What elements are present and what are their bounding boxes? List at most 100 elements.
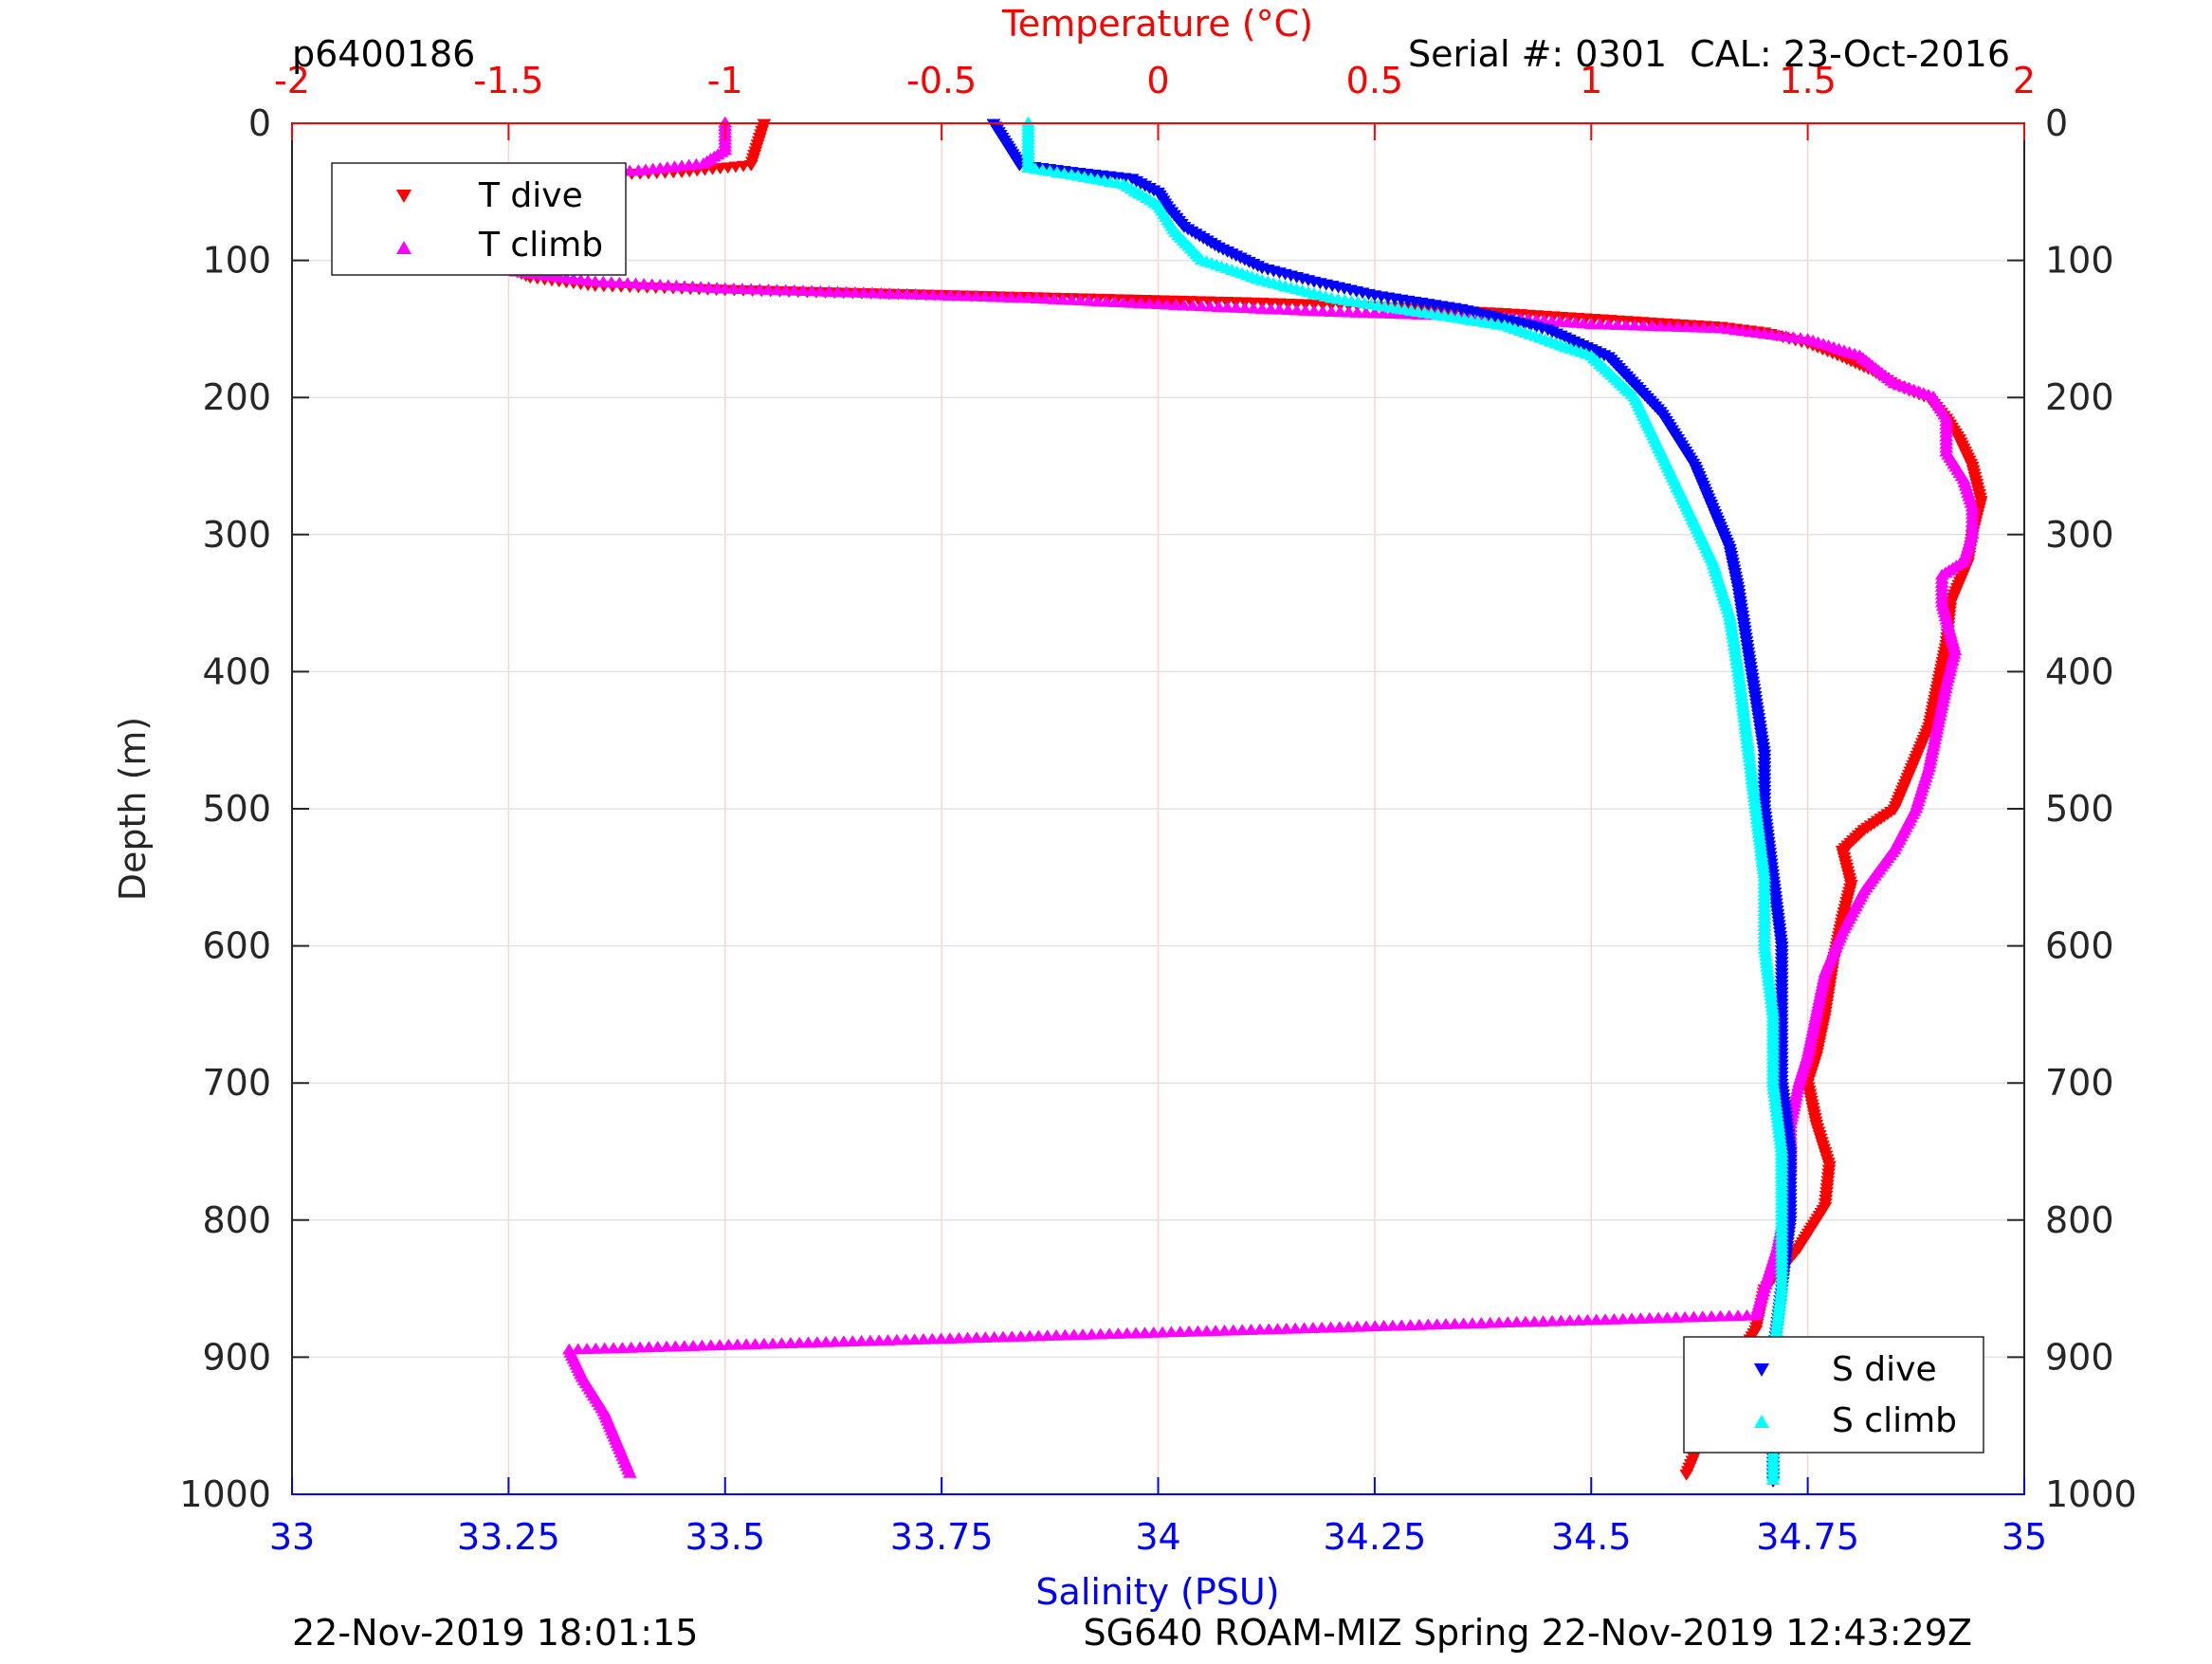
t-climb-point (1412, 1318, 1427, 1330)
t-climb-point (1545, 1314, 1560, 1326)
t-climb-point (810, 1336, 825, 1348)
t-climb-point (1563, 1314, 1578, 1326)
t-climb-point (1163, 1326, 1179, 1338)
t-climb-point (1686, 1310, 1701, 1323)
t-climb-point (1589, 1313, 1604, 1326)
t-climb-point (1350, 1320, 1364, 1332)
s-climb-point (1021, 116, 1035, 128)
t-climb-point (1093, 1327, 1108, 1340)
t-climb-point (1500, 1316, 1515, 1328)
t-climb-point (1553, 1314, 1568, 1326)
t-climb-point (739, 1338, 754, 1350)
t-climb-point (1067, 1328, 1082, 1341)
t-climb-point (1022, 1329, 1037, 1342)
salinity-tick-label: 34.5 (1551, 1516, 1632, 1558)
t-climb-point (1624, 1312, 1639, 1325)
t-climb-point (951, 1331, 966, 1344)
t-climb-point (1420, 1318, 1435, 1330)
t-climb-point (969, 1331, 984, 1344)
depth-tick-label-right: 800 (2045, 1199, 2114, 1241)
salinity-tick-label: 34 (1135, 1516, 1180, 1558)
temperature-tick-label: -1 (707, 60, 743, 101)
t-climb-point (924, 1332, 940, 1344)
t-climb-point (1014, 1329, 1029, 1342)
t-climb-point (1616, 1312, 1631, 1325)
t-climb-point (1430, 1318, 1445, 1330)
t-climb-point (1704, 1309, 1719, 1322)
t-climb-point (942, 1332, 958, 1344)
t-climb-point (1137, 1326, 1152, 1339)
t-climb-point (1234, 1324, 1250, 1336)
t-climb-point (1518, 1315, 1533, 1327)
t-climb-point (1571, 1313, 1586, 1326)
t-climb-point (1659, 1311, 1674, 1324)
t-climb-point (1722, 1309, 1737, 1322)
t-climb-point (1341, 1320, 1356, 1332)
depth-tick-label-left: 900 (202, 1336, 271, 1378)
temperature-tick-label: -2 (274, 60, 310, 101)
temperature-tick-label: -0.5 (906, 60, 977, 101)
t-climb-point (783, 1336, 798, 1348)
t-climb-point (1190, 1325, 1205, 1337)
t-climb-point (1359, 1320, 1374, 1332)
salinity-legend-box (1683, 1336, 1984, 1454)
t-climb-point (889, 1333, 905, 1345)
depth-tick-label-left: 100 (202, 240, 271, 282)
temperature-tick-label: 1 (1580, 60, 1602, 101)
t-climb-point (1491, 1316, 1507, 1328)
footer-mission: SG640 ROAM-MIZ Spring 22-Nov-2019 12:43:… (1083, 1612, 1972, 1654)
depth-tick-label-left: 1000 (179, 1473, 271, 1515)
salinity-tick-label: 34.75 (1756, 1516, 1859, 1558)
temperature-tick-label: -1.5 (473, 60, 543, 101)
t-climb-point (1332, 1321, 1347, 1333)
t-climb-point (1199, 1325, 1215, 1337)
temperature-tick-label: 0.5 (1346, 60, 1403, 101)
t-climb-point (836, 1335, 851, 1347)
salinity-tick-label: 35 (2002, 1516, 2047, 1558)
t-climb-point (1057, 1328, 1072, 1341)
t-climb-point (1669, 1310, 1684, 1323)
salinity-tick-label: 34.25 (1323, 1516, 1426, 1558)
depth-tick-label-right: 300 (2045, 514, 2114, 556)
t-climb-point (1314, 1321, 1329, 1333)
t-climb-point (606, 1342, 621, 1354)
t-climb-point (863, 1334, 878, 1346)
t-dive-point (1210, 296, 1225, 308)
t-climb-point (1536, 1315, 1551, 1326)
t-climb-point (845, 1335, 860, 1346)
t-climb-point (1181, 1325, 1197, 1337)
depth-tick-label-left: 800 (202, 1199, 271, 1241)
t-climb-point (579, 1343, 594, 1355)
depth-tick-label-left: 200 (202, 376, 271, 418)
t-climb-point (1403, 1319, 1418, 1330)
t-climb-point (1031, 1329, 1046, 1342)
t-climb-point (1465, 1317, 1480, 1329)
t-climb-point (588, 1342, 603, 1354)
t-climb-point (1297, 1322, 1311, 1334)
t-climb-point (667, 1340, 683, 1352)
tick-layer: 0 0 100 100 200 200 300 300 400 400 500 500 600 600 70… (179, 60, 2136, 1558)
grid-layer (292, 123, 2024, 1494)
depth-tick-label-left: 400 (202, 650, 271, 692)
depth-tick-label-right: 400 (2045, 650, 2114, 692)
temperature-axis-label: Temperature (°C) (1001, 3, 1313, 45)
t-climb-point (1110, 1326, 1125, 1339)
series-s-climb (1021, 116, 1789, 1485)
temperature-legend-box (331, 162, 627, 276)
depth-tick-label-right: 700 (2045, 1062, 2114, 1104)
t-climb-point (659, 1340, 674, 1352)
depth-tick-label-right: 500 (2045, 788, 2114, 830)
depth-tick-label-right: 100 (2045, 240, 2114, 282)
t-climb-point (765, 1337, 780, 1349)
temperature-tick-label: 1.5 (1779, 60, 1836, 101)
t-climb-point (1598, 1313, 1613, 1326)
t-climb-point (1288, 1322, 1303, 1334)
t-climb-point (1377, 1319, 1392, 1331)
t-climb-point (828, 1335, 842, 1347)
legend-t-climb-label: T climb (478, 226, 603, 265)
t-climb-point (1447, 1317, 1462, 1329)
t-climb-point (1385, 1319, 1400, 1331)
legend-s-climb-label: S climb (1832, 1401, 1957, 1440)
t-climb-point (978, 1331, 993, 1343)
t-climb-point (1730, 1309, 1746, 1322)
